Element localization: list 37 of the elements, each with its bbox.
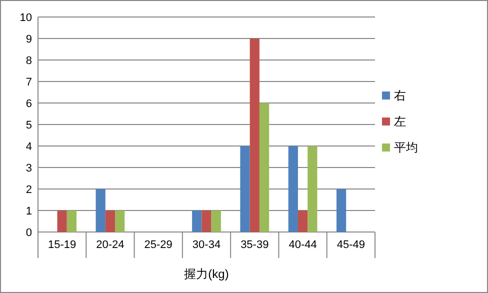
x-tick-label: 30-34 xyxy=(192,239,221,251)
bar xyxy=(115,210,125,232)
bar xyxy=(250,38,260,232)
y-tick-label: 0 xyxy=(26,227,32,239)
bar xyxy=(298,210,308,232)
x-tick-label: 20-24 xyxy=(96,239,124,251)
y-tick-label: 7 xyxy=(26,76,32,88)
bar xyxy=(66,210,77,232)
bar xyxy=(57,210,67,232)
legend-label: 右 xyxy=(394,88,406,102)
y-tick-label: 1 xyxy=(26,206,32,218)
bar xyxy=(202,210,212,232)
y-tick-label: 2 xyxy=(26,184,32,196)
bar xyxy=(192,210,202,232)
bar xyxy=(308,146,318,232)
y-tick-label: 3 xyxy=(26,162,32,174)
bar xyxy=(211,210,221,232)
legend-label: 平均 xyxy=(394,140,418,154)
bar xyxy=(336,189,346,232)
bar xyxy=(96,189,106,232)
y-tick-label: 4 xyxy=(26,141,32,153)
y-tick-label: 5 xyxy=(26,120,32,132)
y-tick-label: 9 xyxy=(26,34,32,46)
bar xyxy=(259,103,270,232)
y-tick-label: 10 xyxy=(20,12,32,24)
y-tick-label: 8 xyxy=(26,55,32,67)
x-tick-label: 40-44 xyxy=(288,239,317,251)
x-tick-label: 45-49 xyxy=(336,239,365,251)
bar xyxy=(240,146,250,232)
x-axis-title: 握力(kg) xyxy=(184,267,229,281)
bar xyxy=(288,146,298,232)
x-tick-label: 35-39 xyxy=(240,239,269,251)
legend-label: 左 xyxy=(394,114,406,128)
x-tick-label: 15-19 xyxy=(48,239,76,251)
bar xyxy=(105,210,116,232)
x-tick-label: 25-29 xyxy=(144,239,172,251)
y-tick-label: 6 xyxy=(26,98,32,110)
